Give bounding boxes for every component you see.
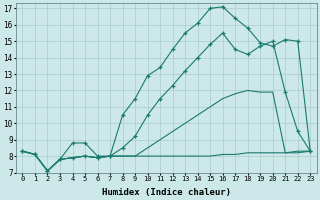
X-axis label: Humidex (Indice chaleur): Humidex (Indice chaleur) [102, 188, 231, 197]
